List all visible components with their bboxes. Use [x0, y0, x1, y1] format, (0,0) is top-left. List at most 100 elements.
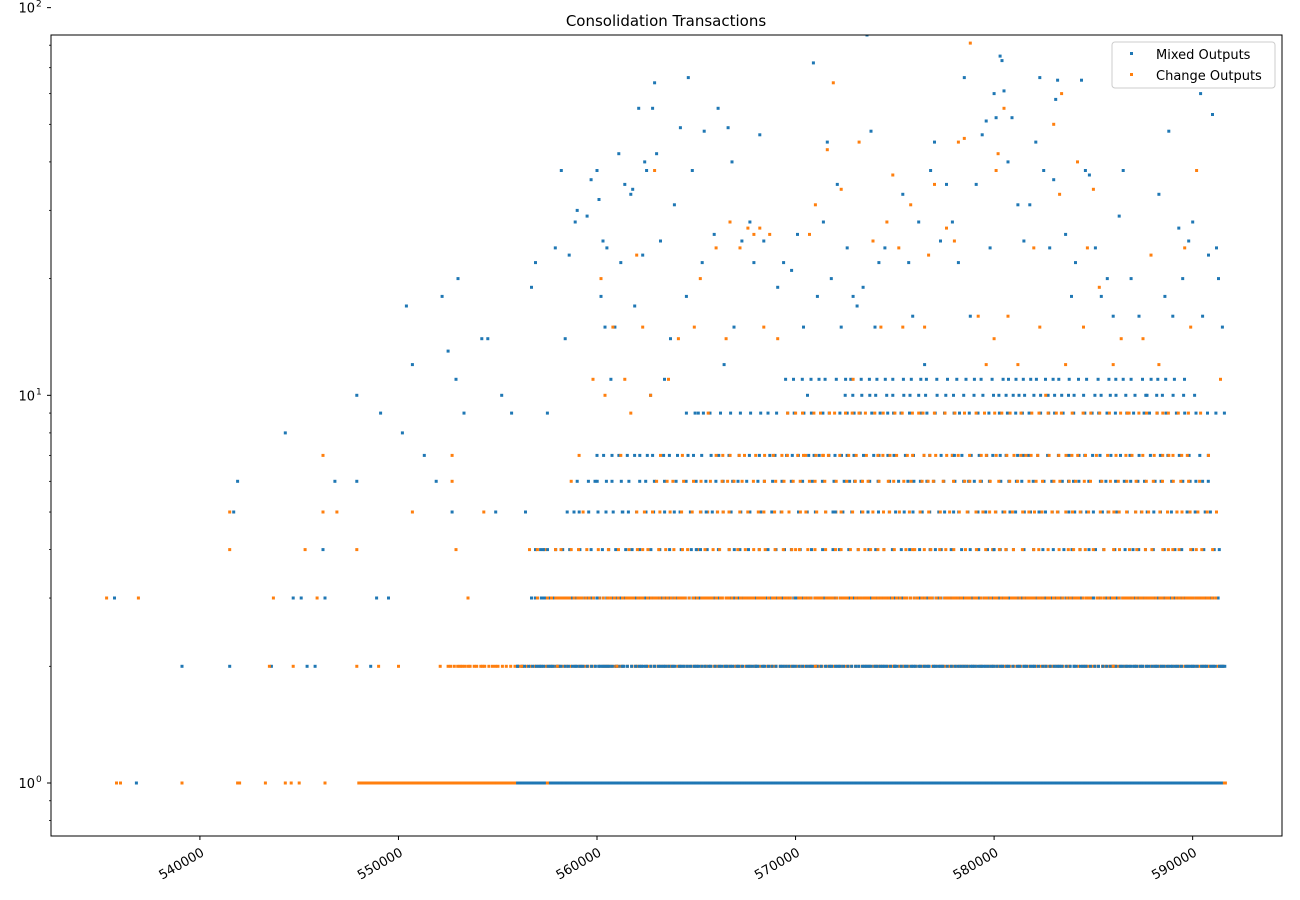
data-point: [1158, 510, 1162, 514]
data-point: [1207, 781, 1211, 785]
data-point: [846, 781, 849, 785]
data-point: [668, 510, 672, 514]
data-point: [996, 152, 1000, 156]
data-point: [228, 664, 232, 668]
data-point: [1122, 781, 1126, 785]
data-point: [1079, 664, 1082, 668]
data-point: [1127, 781, 1131, 785]
data-point: [796, 781, 799, 785]
data-point: [1185, 510, 1189, 514]
data-point: [857, 140, 861, 144]
data-point: [527, 664, 531, 668]
data-point: [761, 781, 765, 785]
data-point: [180, 664, 184, 668]
data-point: [700, 261, 704, 265]
data-point: [360, 781, 364, 785]
data-point: [911, 453, 915, 457]
data-point: [586, 479, 590, 483]
data-point: [1166, 548, 1170, 552]
data-point: [927, 664, 931, 668]
data-point: [1085, 510, 1089, 514]
data-point: [652, 596, 656, 600]
data-point: [1112, 596, 1116, 600]
data-point: [365, 781, 369, 785]
data-point: [998, 54, 1002, 58]
data-point: [719, 411, 722, 415]
data-point: [780, 479, 784, 483]
data-point: [1203, 510, 1207, 514]
data-point: [668, 548, 672, 552]
data-point: [1058, 664, 1062, 668]
data-point: [1206, 479, 1210, 483]
data-point: [1199, 92, 1203, 96]
data-point: [900, 411, 904, 415]
data-point: [540, 781, 544, 785]
data-point: [1010, 116, 1014, 120]
data-point: [891, 393, 895, 397]
data-point: [375, 596, 379, 600]
data-point: [1135, 664, 1139, 668]
data-point: [974, 182, 978, 186]
data-point: [837, 781, 841, 785]
data-point: [1014, 510, 1018, 514]
data-point: [992, 596, 996, 600]
data-point: [713, 664, 717, 668]
data-point: [1023, 393, 1027, 397]
data-point: [945, 182, 948, 186]
data-point: [766, 411, 770, 415]
data-point: [1106, 453, 1110, 457]
data-point: [908, 393, 912, 397]
data-point: [1072, 479, 1075, 483]
data-point: [869, 548, 873, 552]
data-point: [1146, 596, 1150, 600]
data-point: [556, 781, 560, 785]
data-point: [702, 129, 706, 133]
data-point: [1063, 781, 1067, 785]
data-point: [1124, 453, 1128, 457]
data-point: [466, 596, 470, 600]
data-point: [953, 664, 957, 668]
data-point: [876, 453, 880, 457]
data-point: [786, 411, 790, 415]
data-point: [754, 781, 758, 785]
data-point: [785, 453, 789, 457]
data-point: [670, 664, 674, 668]
data-point: [927, 781, 931, 785]
data-point: [1158, 596, 1162, 600]
data-point: [369, 664, 373, 668]
data-point: [601, 664, 605, 668]
data-point: [747, 664, 751, 668]
data-point: [871, 664, 875, 668]
data-point: [610, 453, 614, 457]
data-point: [705, 664, 709, 668]
data-point: [976, 510, 980, 514]
data-point: [1022, 664, 1026, 668]
data-point: [1057, 548, 1061, 552]
data-point: [1089, 479, 1092, 483]
data-point: [706, 781, 710, 785]
data-point: [482, 781, 486, 785]
data-point: [513, 781, 517, 785]
data-point: [696, 411, 700, 415]
data-point: [642, 510, 646, 514]
data-point: [949, 664, 953, 668]
data-point: [850, 781, 854, 785]
data-point: [1170, 664, 1174, 668]
data-point: [872, 453, 876, 457]
data-point: [859, 781, 863, 785]
data-point: [456, 781, 460, 785]
data-point: [892, 453, 896, 457]
data-point: [991, 453, 995, 457]
data-point: [1114, 479, 1118, 483]
data-point: [1062, 548, 1066, 552]
data-point: [914, 781, 918, 785]
data-point: [833, 781, 837, 785]
data-point: [1184, 781, 1188, 785]
data-point: [873, 664, 877, 668]
data-point: [1171, 548, 1175, 552]
data-point: [591, 377, 595, 381]
data-point: [1060, 393, 1064, 397]
data-point: [740, 239, 744, 243]
data-point: [1161, 411, 1165, 415]
data-point: [558, 781, 562, 785]
